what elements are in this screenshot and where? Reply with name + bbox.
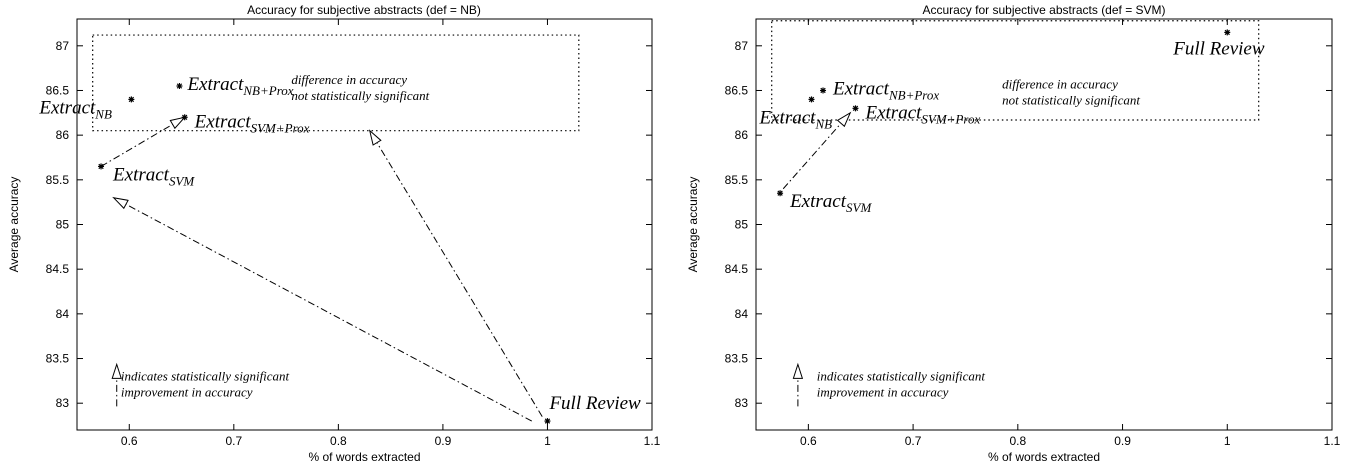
significance-arrow: [100, 122, 175, 167]
x-tick-label: 0.7: [905, 434, 922, 448]
chart-title: Accuracy for subjective abstracts (def =…: [922, 3, 1165, 17]
point-label-full: Full Review: [1172, 38, 1265, 59]
point-label-svmprox: ExtractSVM+Prox: [194, 111, 310, 135]
y-tick-label: 84: [735, 307, 749, 321]
x-tick-label: 0.9: [1114, 434, 1131, 448]
data-point-full: [544, 418, 551, 425]
data-point-svmprox: [181, 114, 188, 121]
y-tick-label: 83: [735, 396, 749, 410]
x-tick-label: 0.6: [800, 434, 817, 448]
x-tick-label: 0.8: [1009, 434, 1026, 448]
data-point-full: [1224, 29, 1231, 36]
data-point-svmprox: [852, 105, 859, 112]
legend-note-line: indicates statistically significant: [121, 368, 290, 383]
arrowhead: [836, 111, 852, 128]
legend-arrow-icon: [111, 362, 122, 407]
box-note-line: not statistically significant: [1002, 93, 1140, 108]
y-tick-label: 86.5: [725, 83, 749, 97]
x-tick-label: 1.1: [644, 434, 661, 448]
y-tick-label: 83.5: [725, 352, 749, 366]
x-tick-label: 0.7: [225, 434, 242, 448]
point-label-full: Full Review: [548, 393, 641, 414]
y-tick-label: 83: [56, 396, 70, 410]
x-tick-label: 1: [1224, 434, 1231, 448]
point-label-svm: ExtractSVM: [112, 164, 195, 188]
y-tick-label: 86: [735, 128, 749, 142]
point-label-nbprox: ExtractNB+Prox: [832, 78, 939, 102]
point-label-svm: ExtractSVM: [789, 191, 872, 215]
x-axis-label: % of words extracted: [988, 450, 1100, 464]
x-tick-label: 1: [544, 434, 551, 448]
data-point-svm: [98, 163, 105, 170]
x-axis-label: % of words extracted: [308, 450, 420, 464]
y-tick-label: 85.5: [725, 173, 749, 187]
point-label-nb: ExtractNB: [759, 107, 833, 131]
y-tick-label: 85: [56, 218, 70, 232]
chart-title: Accuracy for subjective abstracts (def =…: [247, 3, 481, 17]
data-point-nbprox: [820, 87, 827, 94]
box-note-line: not statistically significant: [291, 88, 429, 103]
significance-arrow: [375, 140, 543, 417]
data-point-nbprox: [176, 83, 183, 90]
y-tick-label: 84: [56, 307, 70, 321]
legend-arrow-icon: [792, 362, 804, 407]
y-axis-label: Average accuracy: [686, 177, 700, 273]
box-note-line: difference in accuracy: [291, 72, 407, 87]
chart-panel-2: Accuracy for subjective abstracts (def =…: [686, 3, 1341, 464]
y-tick-label: 87: [56, 39, 70, 53]
x-tick-label: 0.8: [330, 434, 347, 448]
point-label-svmprox: ExtractSVM+Prox: [864, 102, 980, 126]
data-point-nb: [128, 96, 135, 103]
y-tick-label: 84.5: [46, 262, 70, 276]
arrowhead: [112, 196, 129, 210]
y-tick-label: 84.5: [725, 262, 749, 276]
legend-note-line: indicates statistically significant: [817, 368, 986, 383]
chart-panel-1: Accuracy for subjective abstracts (def =…: [7, 3, 661, 464]
y-axis-label: Average accuracy: [7, 177, 21, 273]
significance-box: [92, 34, 580, 132]
y-tick-label: 86.5: [46, 83, 70, 97]
significance-arrow: [123, 202, 533, 422]
data-point-nb: [808, 96, 815, 103]
significance-box: [771, 20, 1260, 121]
point-label-nb: ExtractNB: [38, 97, 112, 121]
x-tick-label: 1.1: [1324, 434, 1341, 448]
y-tick-label: 85: [735, 218, 749, 232]
x-tick-label: 0.9: [435, 434, 452, 448]
arrowhead: [368, 129, 382, 146]
arrowhead: [169, 116, 187, 130]
x-tick-label: 0.6: [121, 434, 138, 448]
y-tick-label: 85.5: [46, 173, 70, 187]
legend-note-line: improvement in accuracy: [121, 384, 253, 399]
point-label-nbprox: ExtractNB+Prox: [186, 74, 293, 98]
data-point-svm: [777, 190, 784, 197]
significance-arrow: [782, 121, 843, 190]
y-tick-label: 83.5: [46, 352, 70, 366]
y-tick-label: 87: [735, 39, 749, 53]
y-tick-label: 86: [56, 128, 70, 142]
box-note-line: difference in accuracy: [1002, 77, 1118, 92]
legend-note-line: improvement in accuracy: [817, 384, 949, 399]
